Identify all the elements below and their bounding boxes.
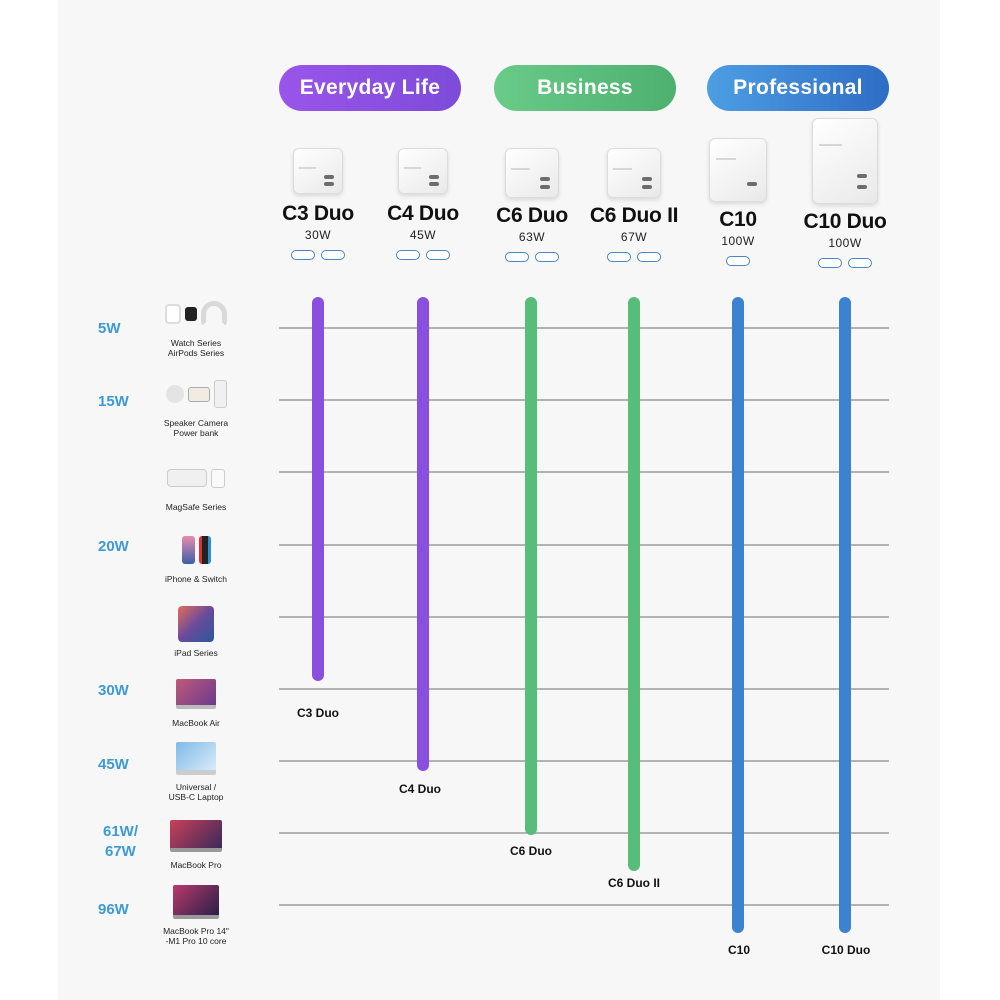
bar-end-label-c6-duo: C6 Duo xyxy=(510,844,552,858)
product-name: C6 Duo xyxy=(496,204,568,227)
battery-pack-icon xyxy=(211,468,225,488)
category-pill-everyday-life: Everyday Life xyxy=(279,65,461,111)
charger-image-icon xyxy=(607,148,661,198)
device-name-line2: -M1 Pro 10 core xyxy=(165,936,227,946)
product-watt: 45W xyxy=(409,228,437,242)
charger-image-icon xyxy=(293,148,343,194)
product-name: C4 Duo xyxy=(387,202,459,225)
product-c10-duo: C10 Duo 100W xyxy=(775,118,915,268)
product-watt: 100W xyxy=(721,234,755,248)
bar-end-label-c10: C10 xyxy=(727,943,750,957)
watt-label-15w: 15W xyxy=(98,393,129,410)
category-pill-business: Business xyxy=(494,65,676,111)
usb-c-ports-icon xyxy=(248,250,388,260)
airpods-icon xyxy=(165,304,181,324)
bar-end-label-c4-duo: C4 Duo xyxy=(399,782,441,796)
device-name-line2: AirPods Series xyxy=(167,348,225,358)
device-ipad: iPad Series xyxy=(150,604,242,658)
category-label: Professional xyxy=(733,76,863,99)
product-watt: 100W xyxy=(828,236,862,250)
macbook-pro-icon xyxy=(170,820,222,852)
product-c6-duo-ii: C6 Duo II 67W xyxy=(564,148,704,262)
device-macbook-pro: MacBook Pro xyxy=(150,816,242,870)
watt-label-30w: 30W xyxy=(98,682,129,699)
product-watt: 30W xyxy=(304,228,332,242)
macbook-air-icon xyxy=(176,679,216,709)
device-usb-c-laptop: Universal / USB-C Laptop xyxy=(150,738,242,802)
device-iphone-switch: iPhone & Switch xyxy=(150,530,242,584)
product-c4-duo: C4 Duo 45W xyxy=(353,148,493,260)
nintendo-switch-icon xyxy=(198,536,211,564)
watch-icon xyxy=(185,307,197,321)
usb-c-ports-icon xyxy=(668,256,808,266)
product-c10: C10 100W xyxy=(668,138,808,266)
speaker-icon xyxy=(165,385,184,403)
product-c6-duo: C6 Duo 63W xyxy=(462,148,602,262)
product-name: C3 Duo xyxy=(282,202,354,225)
usb-c-ports-icon xyxy=(564,252,704,262)
device-watch-airpods: Watch Series AirPods Series xyxy=(150,294,242,358)
bar-end-label-c6-duo-ii: C6 Duo II xyxy=(607,876,660,890)
device-name: MacBook Air xyxy=(172,718,220,728)
usb-c-ports-icon xyxy=(462,252,602,262)
device-name: MacBook Pro 14" xyxy=(163,926,229,936)
camera-icon xyxy=(187,386,210,402)
bar-c6-duo xyxy=(525,297,537,835)
bar-c3-duo xyxy=(312,297,324,681)
category-pill-professional: Professional xyxy=(707,65,889,111)
product-watt: 63W xyxy=(518,230,546,244)
usb-c-ports-icon xyxy=(775,258,915,268)
category-label: Business xyxy=(537,76,633,99)
power-bank-icon xyxy=(213,380,227,408)
watt-label-5w: 5W xyxy=(98,320,121,337)
device-magsafe: MagSafe Series xyxy=(150,458,242,512)
device-speaker-camera-powerbank: Speaker Camera Power bank xyxy=(150,374,242,438)
bar-c4-duo xyxy=(417,297,429,771)
device-name: Watch Series xyxy=(170,338,222,348)
device-name-line2: USB-C Laptop xyxy=(168,792,224,802)
product-watt: 67W xyxy=(620,230,648,244)
usb-c-ports-icon xyxy=(353,250,493,260)
laptop-icon xyxy=(176,741,216,775)
product-name: C6 Duo II xyxy=(589,204,679,227)
bar-c10 xyxy=(732,297,744,933)
bar-c6-duo-ii xyxy=(628,297,640,871)
ipad-icon xyxy=(178,606,214,642)
iphone-icon xyxy=(181,536,195,564)
charger-image-icon xyxy=(505,148,559,198)
charger-image-icon xyxy=(812,118,878,204)
device-name: MacBook Pro xyxy=(170,860,222,870)
watt-label-45w: 45W xyxy=(98,756,129,773)
watt-label-20w: 20W xyxy=(98,538,129,555)
watt-label-61w: 61W/ xyxy=(103,823,139,840)
charger-image-icon xyxy=(398,148,448,194)
bar-end-label-c10-duo: C10 Duo xyxy=(821,943,871,957)
device-name: MagSafe Series xyxy=(165,502,227,512)
device-name: Speaker Camera xyxy=(163,418,229,428)
magsafe-duo-icon xyxy=(167,469,207,487)
product-c3-duo: C3 Duo 30W xyxy=(248,148,388,260)
device-name: Universal / xyxy=(175,782,217,792)
device-name-line2: Power bank xyxy=(173,428,219,438)
device-name: iPad Series xyxy=(174,648,218,658)
product-name: C10 Duo xyxy=(803,210,887,233)
watt-label-67w: 67W xyxy=(105,843,136,860)
headphones-icon xyxy=(201,301,227,327)
macbook-pro-14-icon xyxy=(173,885,219,919)
bar-end-label-c3-duo: C3 Duo xyxy=(297,706,339,720)
category-label: Everyday Life xyxy=(299,76,441,99)
watt-label-96w: 96W xyxy=(98,901,129,918)
device-name: iPhone & Switch xyxy=(165,574,227,584)
device-macbook-pro-14: MacBook Pro 14" -M1 Pro 10 core xyxy=(150,882,242,946)
bar-c10-duo xyxy=(839,297,851,933)
product-name: C10 xyxy=(719,208,757,231)
charger-image-icon xyxy=(709,138,767,202)
device-macbook-air: MacBook Air xyxy=(150,674,242,728)
